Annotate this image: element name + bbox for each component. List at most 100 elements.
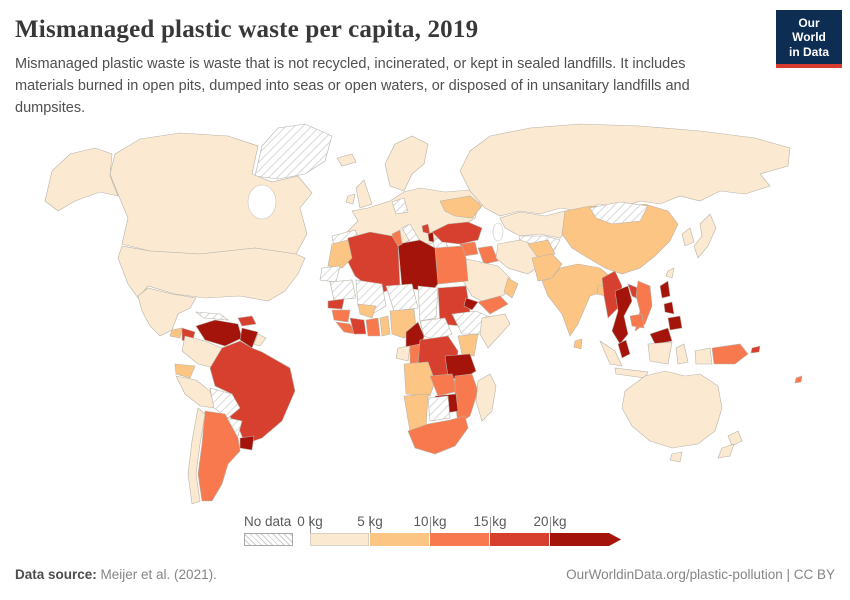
- country-eritrea[interactable]: Eritrea: [463, 297, 479, 311]
- country-niger[interactable]: Niger: [385, 283, 419, 312]
- data-source-text: Meijer et al. (2021).: [96, 567, 217, 582]
- country-ukraine[interactable]: Ukraine: [439, 195, 483, 219]
- hudson-bay: [247, 184, 277, 220]
- country-pakistan[interactable]: Pakistan: [531, 253, 563, 282]
- country-burkina-faso[interactable]: Burkina Faso: [357, 303, 377, 319]
- country-philippines-luzon[interactable]: Philippines: [659, 280, 671, 299]
- country-solomon-islands[interactable]: Solomon Islands: [750, 345, 761, 354]
- country-alaska[interactable]: United States: [44, 147, 119, 212]
- country-indonesia-java[interactable]: Indonesia: [614, 367, 649, 379]
- legend-label-3: 15 kg: [473, 514, 507, 529]
- country-madagascar[interactable]: Madagascar: [475, 373, 497, 422]
- country-mauritania[interactable]: Mauritania: [329, 279, 357, 301]
- country-libya[interactable]: Libya: [397, 239, 439, 292]
- country-ghana[interactable]: Ghana: [365, 317, 381, 337]
- country-guinea[interactable]: Guinea: [331, 309, 351, 323]
- country-philippines-visayas[interactable]: Philippines: [663, 301, 675, 315]
- country-thailand[interactable]: Thailand: [611, 285, 633, 345]
- country-turkey[interactable]: Turkey: [431, 221, 483, 245]
- country-russia[interactable]: Russia: [459, 123, 791, 217]
- country-yemen[interactable]: Yemen: [477, 295, 509, 315]
- country-indonesia-sulawesi[interactable]: Indonesia: [675, 343, 689, 365]
- legend-label-0: 0 kg: [297, 514, 323, 529]
- country-new-zealand-north[interactable]: New Zealand: [727, 430, 743, 447]
- country-iceland[interactable]: Iceland: [336, 153, 357, 167]
- country-papua-new-guinea[interactable]: Papua New Guinea: [711, 343, 749, 365]
- country-togo-benin[interactable]: Togo & Benin: [379, 315, 391, 337]
- country-scandinavia[interactable]: Scandinavia: [384, 135, 429, 192]
- legend-segment-10-15kg[interactable]: [430, 533, 489, 546]
- country-brazil[interactable]: Brazil: [209, 340, 296, 445]
- caspian-sea: [492, 222, 504, 242]
- page-title: Mismanaged plastic waste per capita, 201…: [15, 16, 479, 43]
- country-afghanistan[interactable]: Afghanistan: [527, 239, 556, 259]
- country-gabon[interactable]: Gabon: [395, 345, 411, 362]
- country-united-kingdom[interactable]: United Kingdom: [355, 179, 373, 209]
- country-mozambique[interactable]: Mozambique: [454, 373, 479, 425]
- country-kazakhstan[interactable]: Kazakhstan: [499, 210, 573, 239]
- legend-segment-20kg-plus-arrow[interactable]: [550, 533, 621, 546]
- country-mexico[interactable]: Mexico: [137, 287, 197, 337]
- country-angola[interactable]: Angola: [403, 361, 436, 397]
- legend-gradient-bar: [310, 533, 621, 546]
- country-uruguay[interactable]: Uruguay: [239, 435, 255, 451]
- country-tasmania[interactable]: Australia: [669, 451, 683, 463]
- country-japan[interactable]: Japan: [693, 213, 717, 259]
- country-south-korea[interactable]: South Korea: [681, 227, 695, 247]
- country-cuba[interactable]: Cuba: [194, 311, 230, 321]
- country-saudi-arabia[interactable]: Saudi Arabia: [459, 257, 511, 305]
- country-indonesia-sumatra[interactable]: Indonesia: [599, 340, 623, 367]
- license-link[interactable]: OurWorldinData.org/plastic-pollution | C…: [566, 567, 835, 582]
- chart-footer: Data source: Meijer et al. (2021). OurWo…: [15, 567, 835, 582]
- country-sri-lanka[interactable]: Sri Lanka: [573, 338, 583, 350]
- country-senegal[interactable]: Senegal: [327, 298, 345, 310]
- country-somalia[interactable]: Somalia: [479, 313, 511, 349]
- country-kenya[interactable]: Kenya: [457, 333, 479, 357]
- country-indonesia-borneo[interactable]: Indonesia: [647, 341, 673, 365]
- country-bolivia[interactable]: Bolivia: [209, 387, 241, 419]
- country-guatemala[interactable]: Guatemala: [169, 327, 183, 339]
- country-malaysia-borneo[interactable]: Malaysia: [649, 327, 673, 345]
- country-oman[interactable]: Oman: [503, 277, 519, 299]
- country-morocco[interactable]: Morocco: [327, 239, 353, 269]
- country-western-sahara[interactable]: Western Sahara: [319, 265, 341, 283]
- country-indonesia-papua[interactable]: Indonesia: [694, 347, 713, 365]
- country-botswana[interactable]: Botswana: [427, 395, 451, 422]
- country-south-africa[interactable]: South Africa: [407, 415, 469, 455]
- country-united-states[interactable]: United States: [117, 245, 306, 302]
- legend-no-data-label: No data: [244, 514, 292, 529]
- country-egypt[interactable]: Egypt: [434, 245, 469, 285]
- country-hispaniola[interactable]: Haiti & Dominican Republic: [237, 315, 257, 327]
- country-iraq[interactable]: Iraq: [477, 245, 499, 265]
- country-peru[interactable]: Peru: [175, 375, 216, 409]
- owid-logo[interactable]: Our World in Data: [776, 10, 842, 69]
- country-philippines-mindanao[interactable]: Philippines: [667, 315, 683, 331]
- country-greenland[interactable]: Greenland: [254, 123, 333, 180]
- country-chile[interactable]: Chile: [187, 407, 206, 505]
- country-ireland[interactable]: Ireland: [345, 193, 356, 205]
- legend-segment-0-5kg[interactable]: [310, 533, 369, 546]
- country-australia[interactable]: Australia: [621, 370, 723, 449]
- country-french-guiana[interactable]: French Guiana: [253, 333, 267, 347]
- country-albania[interactable]: Albania: [427, 231, 435, 243]
- chart-subtitle: Mismanaged plastic waste is waste that i…: [15, 56, 690, 116]
- country-germany[interactable]: Germany: [391, 197, 409, 215]
- legend-segment-5-10kg[interactable]: [370, 533, 429, 546]
- country-argentina[interactable]: Argentina: [197, 410, 241, 502]
- legend-tick-1: [370, 517, 371, 533]
- country-ecuador[interactable]: Ecuador: [174, 363, 196, 379]
- country-mongolia[interactable]: Mongolia: [589, 201, 649, 225]
- country-chad[interactable]: Chad: [417, 285, 439, 322]
- country-cambodia[interactable]: Cambodia: [629, 313, 645, 329]
- legend-segment-15-20kg[interactable]: [490, 533, 549, 546]
- country-fiji[interactable]: Fiji: [794, 375, 803, 384]
- legend-no-data-swatch[interactable]: [244, 533, 293, 546]
- country-taiwan[interactable]: Taiwan: [665, 267, 675, 279]
- owid-logo-line2: in Data: [788, 44, 829, 59]
- country-new-zealand-south[interactable]: New Zealand: [717, 443, 735, 459]
- country-ivory-coast[interactable]: Cote d'Ivoire: [349, 317, 367, 335]
- legend-tick-0: [310, 517, 311, 533]
- legend-label-2: 10 kg: [413, 514, 447, 529]
- owid-logo-line1: Our World: [792, 16, 826, 45]
- country-malaysia-peninsula[interactable]: Malaysia: [617, 339, 631, 359]
